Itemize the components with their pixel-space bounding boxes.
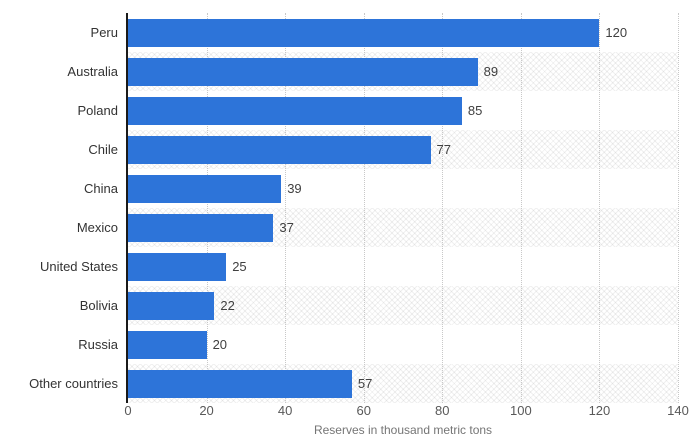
x-axis-title: Reserves in thousand metric tons (313, 423, 493, 437)
bar-value-label: 85 (467, 102, 483, 118)
bar-poland[interactable] (128, 96, 462, 125)
category-label-australia: Australia (67, 64, 118, 79)
x-tick-label-0: 0 (124, 403, 132, 418)
gridline (678, 13, 679, 403)
gridline (442, 13, 444, 403)
bar-value-label: 37 (279, 219, 294, 235)
bar-mexico[interactable] (128, 213, 274, 242)
bar-value-label: 39 (287, 180, 302, 196)
bar-australia[interactable] (128, 57, 478, 86)
bar-value-label: 25 (232, 258, 247, 274)
row-band (128, 325, 678, 364)
category-label-other-countries: Other countries (29, 376, 118, 391)
bar-united-states[interactable] (128, 252, 227, 281)
bar-value-label: 89 (483, 63, 499, 79)
category-label-peru: Peru (90, 25, 118, 40)
x-tick-label-140: 140 (667, 403, 689, 418)
bar-value-label: 22 (220, 297, 235, 313)
category-label-united-states: United States (39, 259, 118, 274)
gridline (206, 13, 208, 403)
category-label-mexico: Mexico (76, 220, 118, 235)
category-label-bolivia: Bolivia (79, 298, 118, 313)
gridline (599, 13, 601, 403)
x-tick-label-100: 100 (509, 403, 532, 418)
bar-bolivia[interactable] (128, 291, 215, 320)
category-label-china: China (84, 181, 118, 196)
category-label-russia: Russia (78, 337, 118, 352)
bar-peru[interactable] (128, 18, 600, 47)
bar-value-label: 77 (436, 141, 451, 157)
x-tick-label-120: 120 (588, 403, 611, 418)
gridline (363, 13, 365, 403)
bar-value-label: 120 (605, 24, 628, 40)
category-label-chile: Chile (88, 142, 118, 157)
category-label-poland: Poland (77, 103, 118, 118)
gridline (520, 13, 522, 403)
row-band (128, 286, 678, 325)
y-axis-line (126, 13, 128, 403)
x-tick-label-20: 20 (199, 403, 214, 418)
bar-china[interactable] (128, 174, 282, 203)
x-tick-label-60: 60 (356, 403, 371, 418)
bar-chile[interactable] (128, 135, 431, 164)
plot-area: 120 89 85 77 39 37 25 22 20 57 (128, 13, 679, 403)
bar-russia[interactable] (128, 330, 207, 359)
x-tick-label-40: 40 (277, 403, 293, 418)
bar-other-countries[interactable] (128, 369, 352, 398)
gridline (285, 13, 287, 403)
bar-value-label: 57 (357, 375, 373, 391)
x-tick-label-80: 80 (435, 403, 450, 418)
bar-value-label: 20 (212, 336, 228, 352)
